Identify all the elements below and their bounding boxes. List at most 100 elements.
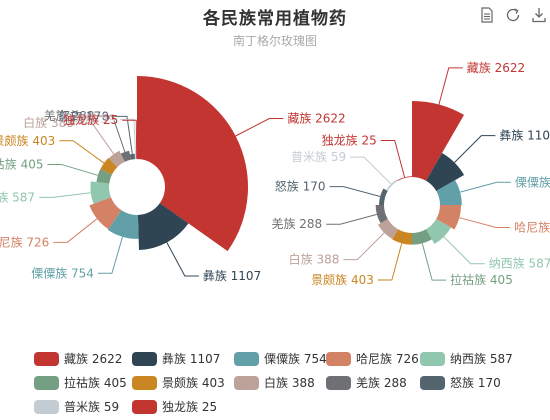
slice-label: 怒族 170 <box>275 179 326 194</box>
rose-slice[interactable] <box>436 180 462 205</box>
legend-swatch <box>34 399 59 414</box>
label-leader-line <box>329 186 381 197</box>
label-leader-line <box>459 217 511 229</box>
data-view-icon[interactable] <box>478 6 496 24</box>
rose-slice[interactable] <box>426 152 465 191</box>
legend-label: 彝族 1107 <box>162 352 221 366</box>
label-leader-line <box>53 218 98 243</box>
legend-label: 羌族 288 <box>356 376 407 390</box>
rose-slice[interactable] <box>378 219 398 239</box>
rose-slice[interactable] <box>129 153 136 160</box>
rose-slice[interactable] <box>137 203 189 251</box>
legend-item[interactable]: 景颇族 403 <box>132 374 225 391</box>
label-leader-line <box>77 122 115 155</box>
slice-label: 哈尼族 726 <box>514 221 550 235</box>
toolbox <box>478 6 548 24</box>
rose-slice[interactable] <box>89 197 122 230</box>
slice-label: 彝族 1107 <box>499 128 550 143</box>
slice-label: 独龙族 25 <box>322 134 377 148</box>
legend-swatch <box>234 351 259 366</box>
slice-label: 独龙族 25 <box>63 113 118 127</box>
restore-icon[interactable] <box>504 6 522 24</box>
legend-item[interactable]: 普米族 59 <box>34 398 119 415</box>
label-leader-line <box>380 140 406 178</box>
rose-slice[interactable] <box>379 188 388 205</box>
legend-item[interactable]: 拉祜族 405 <box>34 374 127 391</box>
slice-label: 傈僳族 754 <box>31 266 94 280</box>
legend-item[interactable]: 羌族 288 <box>326 374 407 391</box>
legend-item[interactable]: 傈僳族 754 <box>234 350 327 367</box>
legend-swatch <box>326 375 351 390</box>
slice-label: 藏族 2622 <box>287 112 345 126</box>
rose-slice[interactable] <box>108 150 125 168</box>
legend-label: 拉祜族 405 <box>64 376 127 390</box>
label-leader-line <box>47 163 99 176</box>
slice-label: 纳西族 587 <box>489 257 550 271</box>
slice-label: 白族 388 <box>289 252 340 267</box>
label-leader-line <box>350 156 392 185</box>
slice-label: 羌族 288 <box>44 109 95 123</box>
legend-item[interactable]: 独龙族 25 <box>132 398 217 415</box>
legend-label: 傈僳族 754 <box>264 352 327 366</box>
slice-label: 藏族 2622 <box>467 61 525 75</box>
legend-label: 藏族 2622 <box>64 352 123 366</box>
legend-label: 纳西族 587 <box>450 352 513 366</box>
label-leader-line <box>343 232 385 261</box>
rose-slice[interactable] <box>120 150 132 162</box>
rose-slice[interactable] <box>412 101 464 181</box>
rose-slice[interactable] <box>107 210 139 239</box>
rose-slice[interactable] <box>137 76 248 252</box>
slice-label: 普米族 59 <box>61 112 116 126</box>
rose-slice[interactable] <box>375 205 388 224</box>
label-leader-line <box>421 243 447 281</box>
legend-swatch <box>34 351 59 366</box>
legend-swatch <box>234 375 259 390</box>
legend-swatch <box>34 375 59 390</box>
slice-label: 纳西族 587 <box>0 190 35 204</box>
rose-slice[interactable] <box>386 179 398 191</box>
rose-slice[interactable] <box>392 229 412 245</box>
label-leader-line <box>377 243 403 281</box>
rose-slice[interactable] <box>136 158 137 160</box>
rose-slice[interactable] <box>412 229 432 245</box>
rose-slice[interactable] <box>436 205 462 230</box>
legend-item[interactable]: 藏族 2622 <box>34 350 122 367</box>
legend-item[interactable]: 怒族 170 <box>420 374 501 391</box>
legend-item[interactable]: 彝族 1107 <box>132 350 220 367</box>
slice-label: 景颇族 403 <box>0 133 55 148</box>
legend-item[interactable]: 纳西族 587 <box>420 350 513 367</box>
rose-slice[interactable] <box>100 157 118 175</box>
rose-slice[interactable] <box>96 168 112 184</box>
legend-label: 哈尼族 726 <box>356 352 419 366</box>
chart-title: 各民族常用植物药 <box>203 9 347 29</box>
rose-slice[interactable] <box>397 176 412 181</box>
legend-swatch <box>132 399 157 414</box>
slice-label: 普米族 59 <box>291 150 346 164</box>
label-leader-line <box>326 213 378 225</box>
slice-label: 拉祜族 405 <box>0 156 43 171</box>
legend-swatch <box>420 351 445 366</box>
rose-slice[interactable] <box>426 219 451 244</box>
slice-label: 怒族 170 <box>58 108 109 123</box>
save-image-icon[interactable] <box>530 6 548 24</box>
legend-label: 景颇族 403 <box>162 376 225 390</box>
legend-swatch <box>420 375 445 390</box>
label-leader-line <box>166 242 199 277</box>
label-leader-line <box>443 236 485 265</box>
slice-label: 景颇族 403 <box>311 272 374 287</box>
rose-slice[interactable] <box>134 157 137 160</box>
legend-label: 独龙族 25 <box>162 400 218 414</box>
legend-item[interactable]: 哈尼族 726 <box>326 350 419 367</box>
legend-label: 普米族 59 <box>64 400 120 414</box>
label-leader-line <box>97 236 124 274</box>
rose-slice[interactable] <box>90 181 111 204</box>
label-leader-line <box>122 119 138 159</box>
slice-label: 彝族 1107 <box>203 268 261 283</box>
legend-item[interactable]: 白族 388 <box>234 374 315 391</box>
label-leader-line <box>460 181 511 193</box>
label-leader-line <box>119 118 137 158</box>
chart-subtitle: 南丁格尔玫瑰图 <box>232 34 317 48</box>
label-leader-line <box>98 115 126 153</box>
